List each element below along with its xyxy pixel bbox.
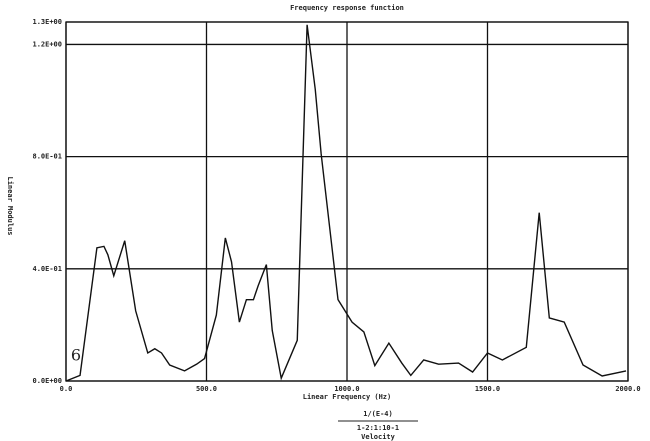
- annotation: Velocity: [361, 433, 396, 441]
- x-tick-label: 2000.0: [615, 385, 640, 393]
- y-tick-label: 1.3E+00: [32, 18, 62, 26]
- y-tick-label: 8.0E-01: [32, 153, 62, 161]
- y-axis-label: Linear Modulus: [6, 176, 14, 235]
- y-tick-label: 1.2E+00: [32, 40, 62, 48]
- data-line: [65, 24, 627, 382]
- x-tick-label: 1000.0: [334, 385, 359, 393]
- x-tick-label: 500.0: [196, 385, 217, 393]
- y-tick-label: 4.0E-01: [32, 265, 62, 273]
- x-axis-label: Linear Frequency (Hz): [303, 393, 392, 401]
- x-tick-label: 0.0: [60, 385, 73, 393]
- x-tick-label: 1500.0: [475, 385, 500, 393]
- chart-title: Frequency response function: [290, 4, 404, 12]
- handwritten-note: 6: [71, 346, 81, 365]
- annotation: 1/(E-4): [363, 410, 393, 418]
- annotation: 1-2:1:10-1: [357, 424, 399, 432]
- y-tick-label: 0.0E+00: [32, 377, 62, 385]
